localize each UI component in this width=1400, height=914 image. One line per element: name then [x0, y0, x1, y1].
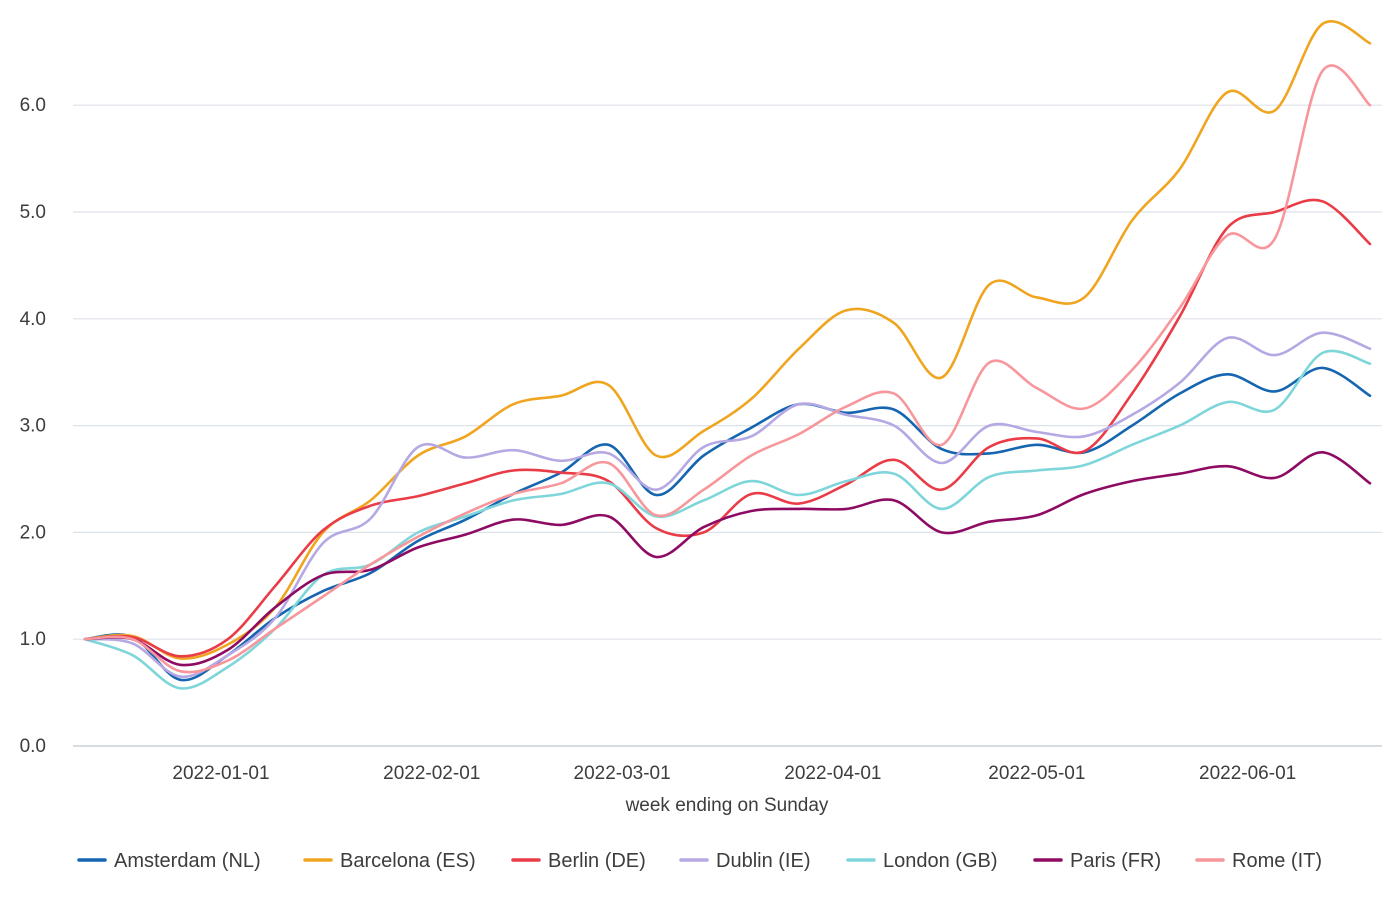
series-line-amsterdam-nl — [83, 366, 1372, 682]
x-tick-label: 2022-03-01 — [574, 763, 671, 784]
legend-label: Berlin (DE) — [548, 850, 646, 872]
legend: Amsterdam (NL) Barcelona (ES) Berlin (DE) D… — [77, 850, 1322, 872]
y-tick-label: 5.0 — [20, 202, 46, 223]
x-tick-label: 2022-05-01 — [988, 763, 1085, 784]
legend-item-berlin-de: Berlin (DE) — [511, 850, 646, 872]
series-line-dublin-ie — [83, 331, 1372, 678]
y-tick-label: 0.0 — [20, 736, 46, 757]
series-line-barcelona-es — [83, 20, 1372, 660]
legend-label: Dublin (IE) — [716, 850, 810, 872]
x-tick-label: 2022-02-01 — [383, 763, 480, 784]
legend-label: Paris (FR) — [1070, 850, 1161, 872]
series-line-london-gb — [83, 349, 1372, 690]
legend-item-amsterdam-nl: Amsterdam (NL) — [77, 850, 261, 872]
y-axis-tick-labels: 0.0 1.0 2.0 3.0 4.0 5.0 6.0 — [20, 95, 46, 757]
y-tick-label: 2.0 — [20, 522, 46, 543]
series-line-rome-it — [83, 64, 1372, 674]
series-lines — [83, 20, 1372, 690]
gridlines — [73, 104, 1382, 747]
series-line-paris-fr — [83, 450, 1372, 667]
x-tick-label: 2022-01-01 — [172, 763, 269, 784]
legend-item-dublin-ie: Dublin (IE) — [679, 850, 810, 872]
series-line-berlin-de — [83, 198, 1372, 658]
y-tick-label: 6.0 — [20, 95, 46, 116]
legend-item-rome-it: Rome (IT) — [1195, 850, 1322, 872]
x-tick-label: 2022-06-01 — [1199, 763, 1296, 784]
y-tick-label: 3.0 — [20, 416, 46, 437]
legend-label: Rome (IT) — [1232, 850, 1322, 872]
x-axis-tick-labels: 2022-01-01 2022-02-01 2022-03-01 2022-04-01… — [172, 763, 1296, 784]
x-axis-title: week ending on Sunday — [625, 795, 829, 816]
x-tick-label: 2022-04-01 — [784, 763, 881, 784]
legend-item-london-gb: London (GB) — [846, 850, 998, 872]
y-tick-label: 1.0 — [20, 629, 46, 650]
y-tick-label: 4.0 — [20, 309, 46, 330]
legend-label: London (GB) — [883, 850, 998, 872]
legend-item-paris-fr: Paris (FR) — [1033, 850, 1161, 872]
legend-label: Amsterdam (NL) — [114, 850, 261, 872]
legend-item-barcelona-es: Barcelona (ES) — [303, 850, 476, 872]
legend-label: Barcelona (ES) — [340, 850, 476, 872]
